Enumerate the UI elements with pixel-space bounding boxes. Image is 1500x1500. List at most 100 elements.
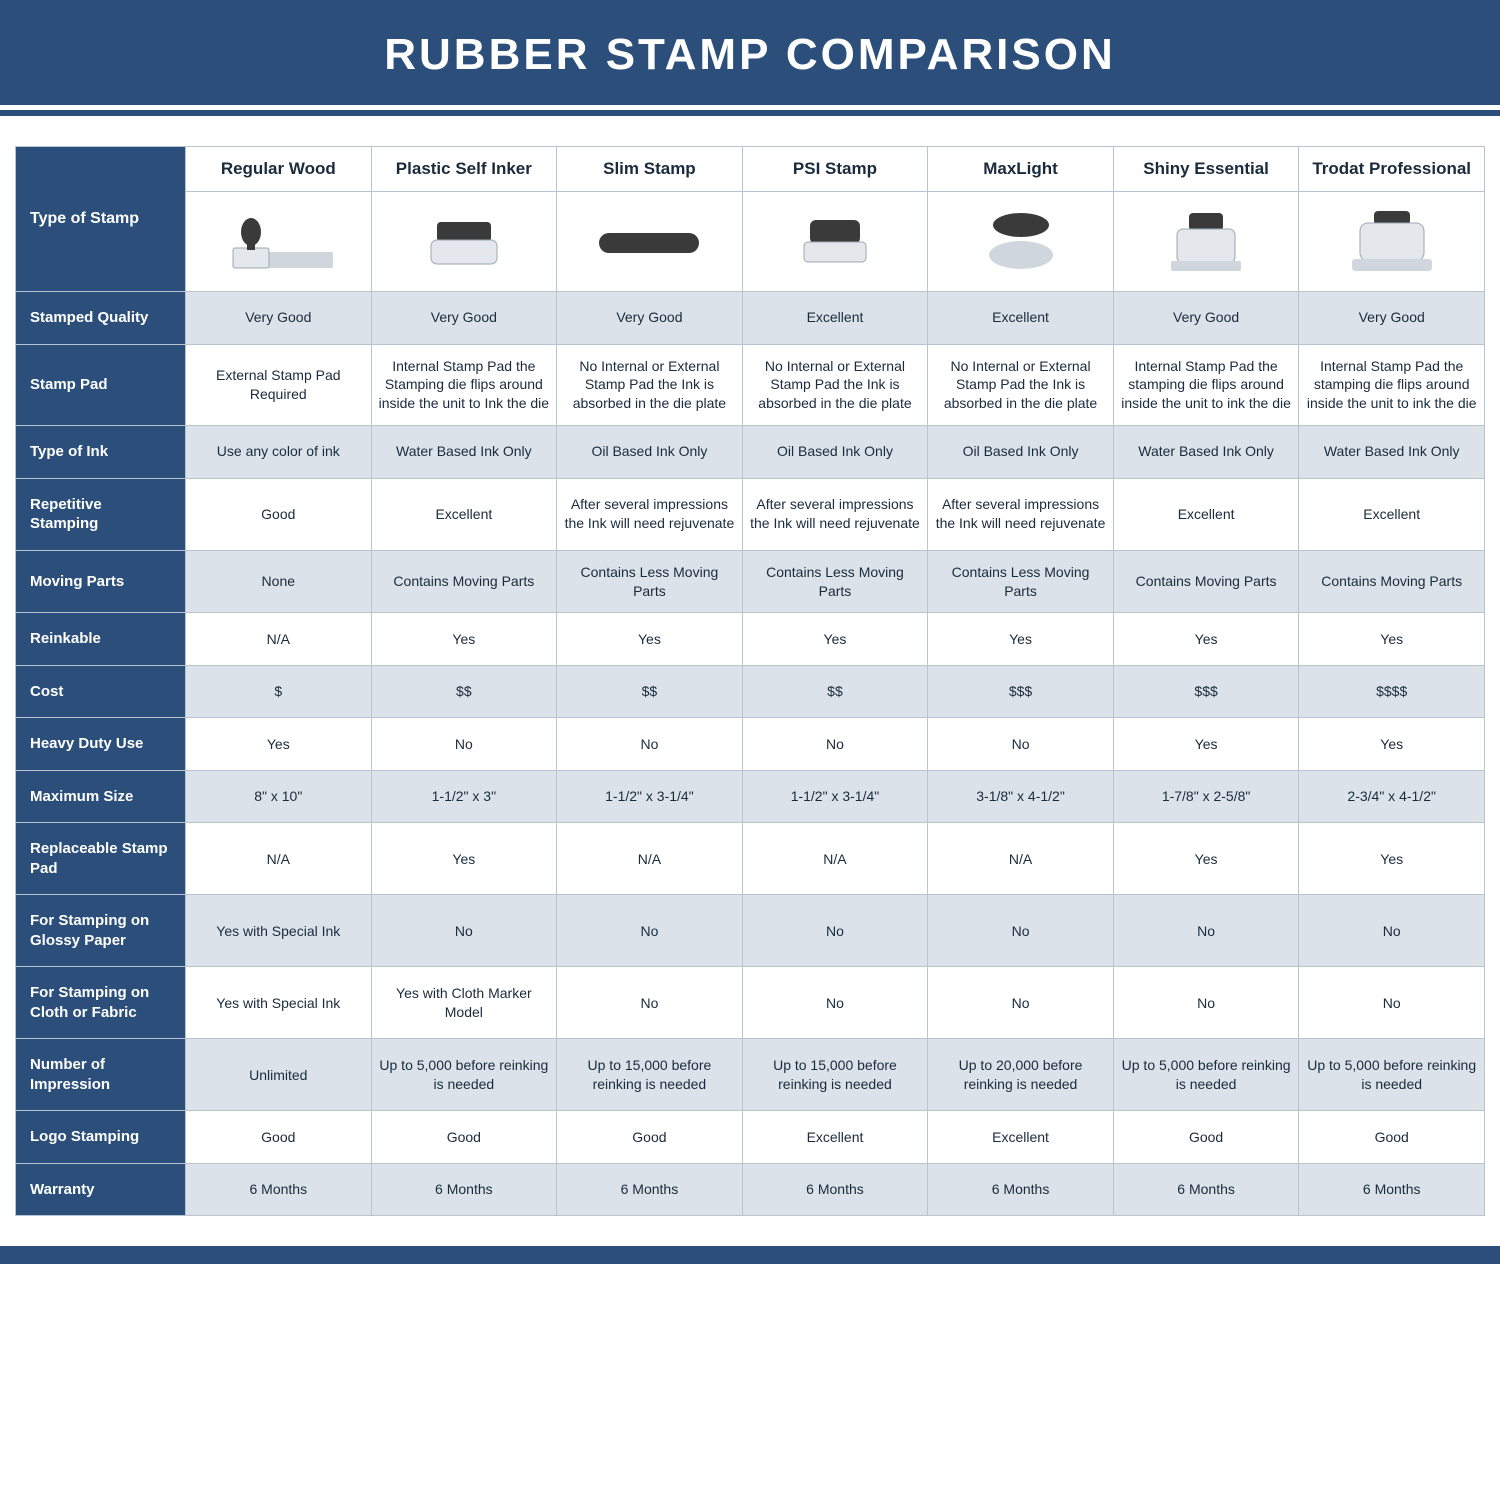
table-cell: $$ xyxy=(742,665,928,718)
table-row: Maximum Size8" x 10"1-1/2" x 3"1-1/2" x … xyxy=(16,770,1485,823)
table-cell: Contains Moving Parts xyxy=(371,550,557,613)
table-cell: Internal Stamp Pad the stamping die flip… xyxy=(1113,344,1299,426)
table-cell: 6 Months xyxy=(371,1163,557,1216)
table-cell: 6 Months xyxy=(557,1163,743,1216)
table-cell: Yes xyxy=(1113,718,1299,771)
slim-stamp-icon xyxy=(589,217,709,267)
table-cell: No xyxy=(928,718,1114,771)
row-header: Moving Parts xyxy=(16,550,186,613)
row-header: Number of Impression xyxy=(16,1039,186,1111)
table-cell: Very Good xyxy=(371,292,557,345)
table-cell: No xyxy=(928,895,1114,967)
table-cell: Very Good xyxy=(1113,292,1299,345)
table-cell: No xyxy=(1113,967,1299,1039)
table-cell: 8" x 10" xyxy=(186,770,372,823)
header-type-of-stamp: Type of Stamp xyxy=(16,147,186,292)
row-header: For Stamping on Cloth or Fabric xyxy=(16,967,186,1039)
table-cell: Oil Based Ink Only xyxy=(742,426,928,479)
table-cell: No xyxy=(371,895,557,967)
table-cell: Good xyxy=(1299,1111,1485,1164)
table-cell: Up to 5,000 before reinking is needed xyxy=(1113,1039,1299,1111)
col-psi-stamp: PSI Stamp xyxy=(742,147,928,192)
img-slim-stamp xyxy=(557,192,743,292)
table-cell: $$$ xyxy=(928,665,1114,718)
table-cell: Yes xyxy=(557,613,743,666)
table-cell: No xyxy=(557,718,743,771)
table-cell: Good xyxy=(557,1111,743,1164)
img-plastic-self-inker xyxy=(371,192,557,292)
table-cell: Up to 5,000 before reinking is needed xyxy=(371,1039,557,1111)
row-header: Maximum Size xyxy=(16,770,186,823)
table-cell: No xyxy=(1299,967,1485,1039)
table-cell: Up to 5,000 before reinking is needed xyxy=(1299,1039,1485,1111)
table-cell: Yes xyxy=(1113,613,1299,666)
table-cell: 1-1/2" x 3-1/4" xyxy=(557,770,743,823)
table-cell: Yes xyxy=(742,613,928,666)
table-cell: Excellent xyxy=(742,292,928,345)
table-cell: Contains Less Moving Parts xyxy=(742,550,928,613)
maxlight-icon xyxy=(981,207,1061,277)
table-row: Cost$$$$$$$$$$$$$$$$$ xyxy=(16,665,1485,718)
img-maxlight xyxy=(928,192,1114,292)
table-cell: After several impressions the Ink will n… xyxy=(928,478,1114,550)
table-cell: Excellent xyxy=(1299,478,1485,550)
table-row: Stamp PadExternal Stamp Pad RequiredInte… xyxy=(16,344,1485,426)
table-cell: Water Based Ink Only xyxy=(1113,426,1299,479)
table-cell: None xyxy=(186,550,372,613)
col-slim-stamp: Slim Stamp xyxy=(557,147,743,192)
table-cell: $$$$ xyxy=(1299,665,1485,718)
table-cell: Yes xyxy=(371,823,557,895)
table-cell: Oil Based Ink Only xyxy=(557,426,743,479)
row-header: Cost xyxy=(16,665,186,718)
table-cell: 3-1/8" x 4-1/2" xyxy=(928,770,1114,823)
table-cell: 1-7/8" x 2-5/8" xyxy=(1113,770,1299,823)
table-cell: Unlimited xyxy=(186,1039,372,1111)
table-cell: Contains Moving Parts xyxy=(1113,550,1299,613)
col-plastic-self-inker: Plastic Self Inker xyxy=(371,147,557,192)
comparison-table-wrap: Type of Stamp Regular Wood Plastic Self … xyxy=(0,146,1500,1216)
table-row: Warranty6 Months6 Months6 Months6 Months… xyxy=(16,1163,1485,1216)
table-cell: Up to 15,000 before reinking is needed xyxy=(557,1039,743,1111)
table-row: Moving PartsNoneContains Moving PartsCon… xyxy=(16,550,1485,613)
table-row: Stamped QualityVery GoodVery GoodVery Go… xyxy=(16,292,1485,345)
table-cell: Contains Less Moving Parts xyxy=(557,550,743,613)
row-header: Heavy Duty Use xyxy=(16,718,186,771)
table-cell: Yes xyxy=(1299,718,1485,771)
table-cell: No xyxy=(1113,895,1299,967)
col-regular-wood: Regular Wood xyxy=(186,147,372,192)
table-cell: Good xyxy=(1113,1111,1299,1164)
col-maxlight: MaxLight xyxy=(928,147,1114,192)
table-cell: Very Good xyxy=(1299,292,1485,345)
table-cell: $$ xyxy=(557,665,743,718)
table-row: Replaceable Stamp PadN/AYesN/AN/AN/AYesY… xyxy=(16,823,1485,895)
table-cell: Good xyxy=(186,478,372,550)
table-cell: Internal Stamp Pad the stamping die flip… xyxy=(1299,344,1485,426)
table-cell: Very Good xyxy=(557,292,743,345)
table-cell: No xyxy=(928,967,1114,1039)
row-header: For Stamping on Glossy Paper xyxy=(16,895,186,967)
table-cell: Yes xyxy=(1113,823,1299,895)
table-cell: External Stamp Pad Required xyxy=(186,344,372,426)
table-cell: Excellent xyxy=(1113,478,1299,550)
table-cell: No Internal or External Stamp Pad the In… xyxy=(742,344,928,426)
col-shiny-essential: Shiny Essential xyxy=(1113,147,1299,192)
page-title: RUBBER STAMP COMPARISON xyxy=(0,0,1500,105)
table-cell: Water Based Ink Only xyxy=(1299,426,1485,479)
table-cell: Very Good xyxy=(186,292,372,345)
psi-stamp-icon xyxy=(790,212,880,272)
table-cell: 6 Months xyxy=(742,1163,928,1216)
table-cell: After several impressions the Ink will n… xyxy=(742,478,928,550)
table-cell: $ xyxy=(186,665,372,718)
table-row: For Stamping on Cloth or FabricYes with … xyxy=(16,967,1485,1039)
table-cell: Internal Stamp Pad the Stamping die flip… xyxy=(371,344,557,426)
table-body: Stamped QualityVery GoodVery GoodVery Go… xyxy=(16,292,1485,1216)
comparison-table: Type of Stamp Regular Wood Plastic Self … xyxy=(15,146,1485,1216)
table-row: Heavy Duty UseYesNoNoNoNoYesYes xyxy=(16,718,1485,771)
row-header: Replaceable Stamp Pad xyxy=(16,823,186,895)
table-cell: No xyxy=(371,718,557,771)
table-cell: No xyxy=(742,967,928,1039)
table-cell: Water Based Ink Only xyxy=(371,426,557,479)
table-cell: Up to 15,000 before reinking is needed xyxy=(742,1039,928,1111)
table-cell: No xyxy=(1299,895,1485,967)
table-cell: 6 Months xyxy=(186,1163,372,1216)
